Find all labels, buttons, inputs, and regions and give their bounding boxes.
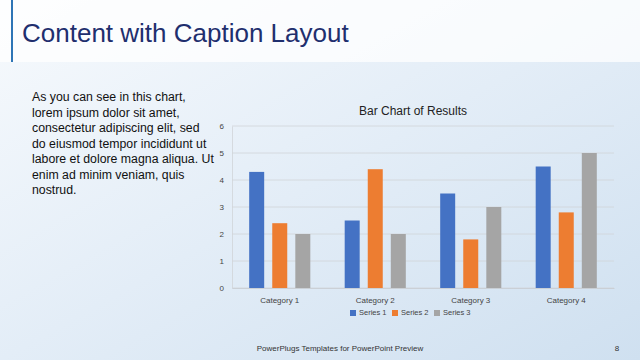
bar	[345, 221, 360, 289]
y-tick: 1	[220, 257, 232, 266]
bar	[463, 239, 478, 288]
bar	[486, 207, 501, 288]
grid-line	[232, 234, 614, 235]
x-tick: Category 4	[547, 288, 587, 305]
y-tick-label: 6	[220, 122, 225, 131]
y-tick: 2	[220, 230, 232, 239]
y-tick: 5	[220, 149, 232, 158]
y-tick: 3	[220, 203, 232, 212]
series	[272, 169, 573, 288]
bar	[440, 194, 455, 289]
y-axis-line	[232, 127, 233, 289]
grid-line	[232, 180, 614, 181]
y-axis: 0 1 2 3 4 5 6	[220, 122, 233, 293]
grid	[232, 126, 614, 288]
legend-swatch	[434, 310, 440, 316]
x-tick-label: Category 2	[356, 296, 396, 305]
caption: As you can see in this chart, lorem ipsu…	[32, 90, 214, 199]
footer: PowerPlugs Templates for PowerPoint Prev…	[257, 344, 424, 353]
grid-line	[232, 153, 614, 154]
bar	[391, 234, 406, 288]
chart: Bar Chart of Results0123456Category 1Cat…	[220, 104, 615, 317]
bar	[272, 223, 287, 288]
bar	[559, 212, 574, 288]
x-axis-line	[233, 288, 615, 289]
x-tick-label: Category 1	[260, 296, 300, 305]
grid-line	[232, 207, 614, 208]
y-tick-label: 2	[220, 230, 225, 239]
legend-label: Series 3	[443, 308, 471, 317]
y-tick: 4	[220, 176, 232, 185]
page-number: 8	[615, 344, 620, 353]
y-tick-label: 4	[220, 176, 225, 185]
x-tick: Category 1	[260, 288, 300, 305]
y-tick: 0	[220, 284, 232, 293]
legend-item: Series 3	[434, 308, 471, 317]
bars	[249, 153, 597, 288]
legend-label: Series 1	[359, 308, 387, 317]
slide-title: Content with Caption Layout	[22, 18, 349, 48]
grid-line	[232, 261, 614, 262]
legend: Series 1 Series 2 Series 3	[350, 308, 471, 317]
y-tick-label: 3	[220, 203, 225, 212]
grid-line	[232, 288, 614, 289]
y-tick-label: 1	[220, 257, 225, 266]
series	[295, 153, 596, 288]
legend-swatch	[350, 310, 356, 316]
legend-item: Series 1	[350, 308, 387, 317]
x-axis: Category 1 Category 2 Category 3 Category 4	[233, 288, 615, 305]
y-tick: 6	[220, 122, 232, 131]
x-tick-label: Category 4	[547, 296, 587, 305]
background	[0, 0, 640, 360]
y-tick-label: 5	[220, 149, 225, 158]
bar	[536, 167, 551, 289]
grid-line	[232, 126, 614, 127]
title-band	[0, 0, 640, 62]
bar	[582, 153, 597, 288]
x-tick-label: Category 3	[451, 296, 491, 305]
series	[249, 167, 550, 289]
bar	[249, 172, 264, 288]
bar	[295, 234, 310, 288]
legend-item: Series 2	[392, 308, 429, 317]
accent-line	[11, 0, 13, 62]
x-tick: Category 2	[356, 288, 396, 305]
legend-label: Series 2	[401, 308, 429, 317]
y-tick-label: 0	[220, 284, 225, 293]
x-tick: Category 3	[451, 288, 491, 305]
legend-swatch	[392, 310, 398, 316]
chart-title: Bar Chart of Results	[359, 104, 467, 118]
bar	[368, 169, 383, 288]
